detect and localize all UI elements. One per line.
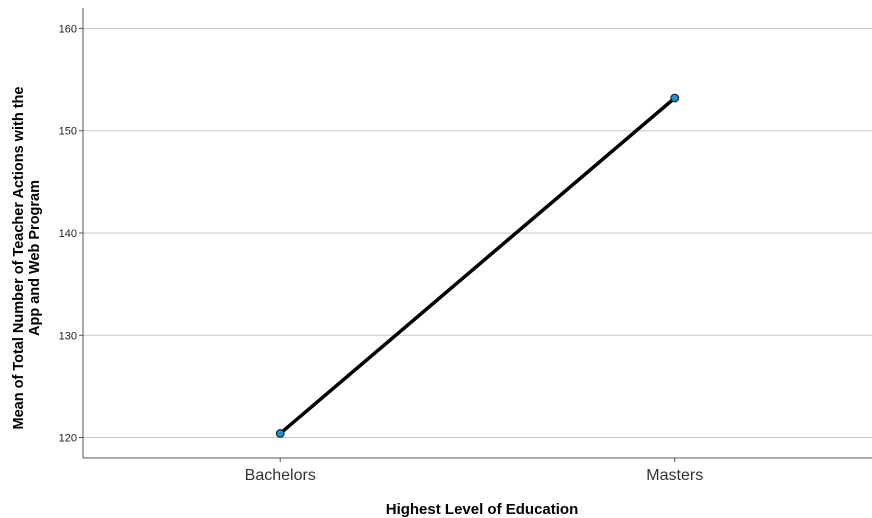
y-tick-label: 140: [59, 228, 77, 240]
data-point: [275, 429, 285, 438]
y-axis-title-line-1: Mean of Total Number of Teacher Actions …: [11, 87, 27, 430]
gridlines: [83, 27, 872, 439]
y-tick-label: 130: [59, 330, 77, 342]
series-line: [278, 96, 677, 436]
data-points: [275, 93, 680, 438]
series-line-path: [278, 96, 677, 436]
x-axis-ticks: Bachelors Masters: [245, 458, 703, 484]
y-tick-label: 160: [59, 23, 77, 35]
y-tick-label: 150: [59, 126, 77, 138]
x-axis-title: Highest Level of Education: [386, 501, 579, 518]
y-axis-title-line-2: App and Web Program: [27, 180, 43, 336]
data-point: [670, 93, 680, 103]
y-axis-ticks: 120 130 140 150 160: [59, 23, 83, 445]
x-tick-label: Masters: [646, 467, 703, 484]
y-axis-title: Mean of Total Number of Teacher Actions …: [11, 87, 43, 430]
y-tick-label: 120: [59, 433, 77, 445]
x-tick-label: Bachelors: [245, 467, 316, 484]
